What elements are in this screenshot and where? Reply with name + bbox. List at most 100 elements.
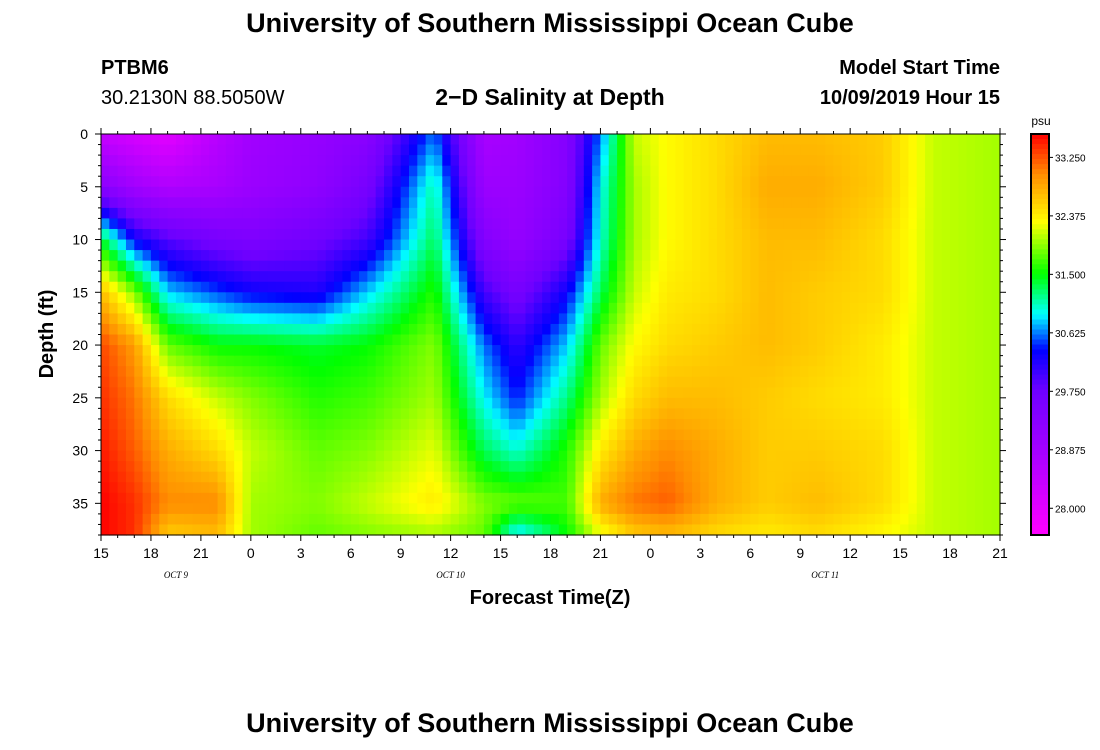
heatmap-cell <box>508 524 518 536</box>
heatmap-cell <box>858 144 868 156</box>
heatmap-cell <box>766 176 776 188</box>
heatmap-cell <box>925 387 934 399</box>
heatmap-cell <box>209 239 219 251</box>
heatmap-cell <box>808 228 818 241</box>
heatmap-cell <box>991 366 1001 378</box>
heatmap-cell <box>975 513 984 526</box>
heatmap-cell <box>184 239 194 251</box>
heatmap-cell <box>317 524 327 536</box>
heatmap-cell <box>658 471 668 483</box>
heatmap-cell <box>284 524 294 536</box>
heatmap-cell <box>384 418 393 431</box>
colorbar-step <box>1031 264 1049 270</box>
heatmap-cell <box>150 186 160 198</box>
heatmap-cell <box>242 239 252 251</box>
heatmap-cell <box>184 313 194 325</box>
heatmap-cell <box>309 155 319 167</box>
heatmap-cell <box>442 408 452 420</box>
heatmap-cell <box>858 429 868 441</box>
heatmap-cell <box>134 218 144 230</box>
heatmap-cell <box>508 429 518 441</box>
heatmap-cell <box>750 144 760 156</box>
heatmap-cell <box>350 218 360 230</box>
heatmap-cell <box>675 355 685 367</box>
heatmap-cell <box>783 513 793 526</box>
heatmap-cell <box>775 524 785 536</box>
heatmap-cell <box>958 323 968 336</box>
heatmap-cell <box>275 450 285 462</box>
heatmap-cell <box>134 144 144 156</box>
heatmap-cell <box>750 482 760 494</box>
heatmap-cell <box>225 292 235 304</box>
heatmap-cell <box>933 429 943 441</box>
heatmap-cell <box>159 207 169 220</box>
x-tick-label: 15 <box>892 545 908 561</box>
heatmap-cell <box>517 197 527 209</box>
heatmap-cell <box>750 155 760 167</box>
heatmap-cell <box>309 355 319 367</box>
heatmap-cell <box>467 440 477 452</box>
heatmap-cell <box>775 366 785 378</box>
heatmap-cell <box>384 292 393 304</box>
heatmap-cell <box>983 144 993 156</box>
heatmap-cell <box>575 271 585 283</box>
heatmap-cell <box>758 503 768 515</box>
heatmap-cell <box>708 387 718 399</box>
heatmap-cell <box>708 345 718 357</box>
heatmap-cell <box>642 292 651 304</box>
heatmap-cell <box>883 408 893 420</box>
heatmap-cell <box>608 387 618 399</box>
heatmap-cell <box>758 207 768 220</box>
heatmap-cell <box>825 429 835 441</box>
heatmap-cell <box>500 355 510 367</box>
heatmap-cell <box>833 239 843 251</box>
heatmap-cell <box>217 250 227 262</box>
x-tick-label: 21 <box>593 545 609 561</box>
heatmap-cell <box>800 334 810 346</box>
heatmap-cell <box>633 376 643 388</box>
heatmap-cell <box>617 492 627 504</box>
heatmap-cell <box>342 155 352 167</box>
heatmap-cell <box>966 513 976 526</box>
heatmap-cell <box>309 397 319 409</box>
heatmap-cell <box>650 418 660 431</box>
heatmap-cell <box>200 176 210 188</box>
heatmap-cell <box>650 292 660 304</box>
heatmap-cell <box>101 513 110 526</box>
heatmap-cell <box>925 176 934 188</box>
heatmap-cell <box>775 207 785 220</box>
heatmap-cell <box>225 134 235 146</box>
heatmap-cell <box>342 144 352 156</box>
heatmap-cell <box>275 239 285 251</box>
heatmap-cell <box>325 271 335 283</box>
heatmap-cell <box>741 345 751 357</box>
heatmap-cell <box>425 397 435 409</box>
model-start-label: Model Start Time <box>839 57 1000 79</box>
heatmap-cell <box>700 450 710 462</box>
heatmap-cell <box>375 440 385 452</box>
heatmap-cell <box>733 471 743 483</box>
heatmap-cell <box>517 376 527 388</box>
heatmap-cell <box>150 461 160 473</box>
heatmap-cell <box>350 471 360 483</box>
colorbar-step <box>1031 419 1049 426</box>
heatmap-cell <box>783 366 793 378</box>
heatmap-cell <box>300 313 310 325</box>
heatmap-cell <box>317 513 327 526</box>
heatmap-cell <box>716 524 726 536</box>
heatmap-cell <box>184 292 194 304</box>
heatmap-cell <box>392 271 402 283</box>
heatmap-cell <box>667 355 676 367</box>
heatmap-cell <box>284 471 294 483</box>
heatmap-cell <box>467 165 477 177</box>
heatmap-cell <box>184 250 194 262</box>
heatmap-cell <box>825 292 835 304</box>
heatmap-cell <box>359 376 368 388</box>
heatmap-cell <box>267 144 277 156</box>
heatmap-cell <box>966 397 976 409</box>
heatmap-cell <box>808 218 818 230</box>
heatmap-cell <box>483 397 493 409</box>
heatmap-cell <box>450 355 460 367</box>
heatmap-cell <box>800 228 810 241</box>
heatmap-cell <box>991 197 1001 209</box>
